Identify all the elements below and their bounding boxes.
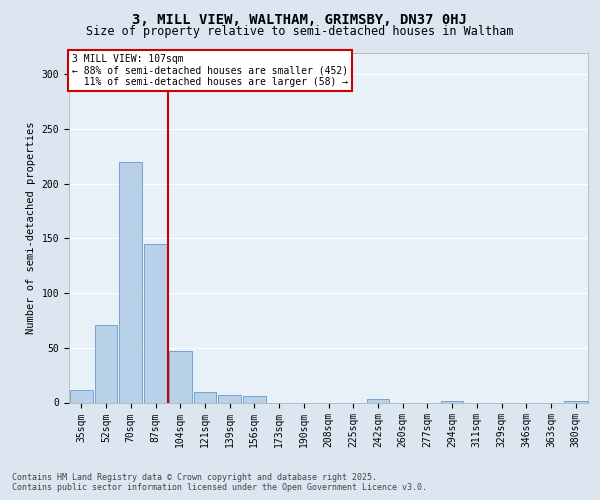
Bar [144,244,167,402]
Bar [218,395,241,402]
Bar [243,396,266,402]
Bar [367,399,389,402]
Bar [70,390,93,402]
Text: 3, MILL VIEW, WALTHAM, GRIMSBY, DN37 0HJ: 3, MILL VIEW, WALTHAM, GRIMSBY, DN37 0HJ [133,12,467,26]
Text: Contains HM Land Registry data © Crown copyright and database right 2025.: Contains HM Land Registry data © Crown c… [12,472,377,482]
Bar [169,351,191,403]
Y-axis label: Number of semi-detached properties: Number of semi-detached properties [26,121,36,334]
Bar [95,325,118,402]
Text: Size of property relative to semi-detached houses in Waltham: Size of property relative to semi-detach… [86,25,514,38]
Text: 3 MILL VIEW: 107sqm
← 88% of semi-detached houses are smaller (452)
  11% of sem: 3 MILL VIEW: 107sqm ← 88% of semi-detach… [71,54,348,88]
Bar [119,162,142,402]
Bar [194,392,216,402]
Text: Contains public sector information licensed under the Open Government Licence v3: Contains public sector information licen… [12,482,427,492]
